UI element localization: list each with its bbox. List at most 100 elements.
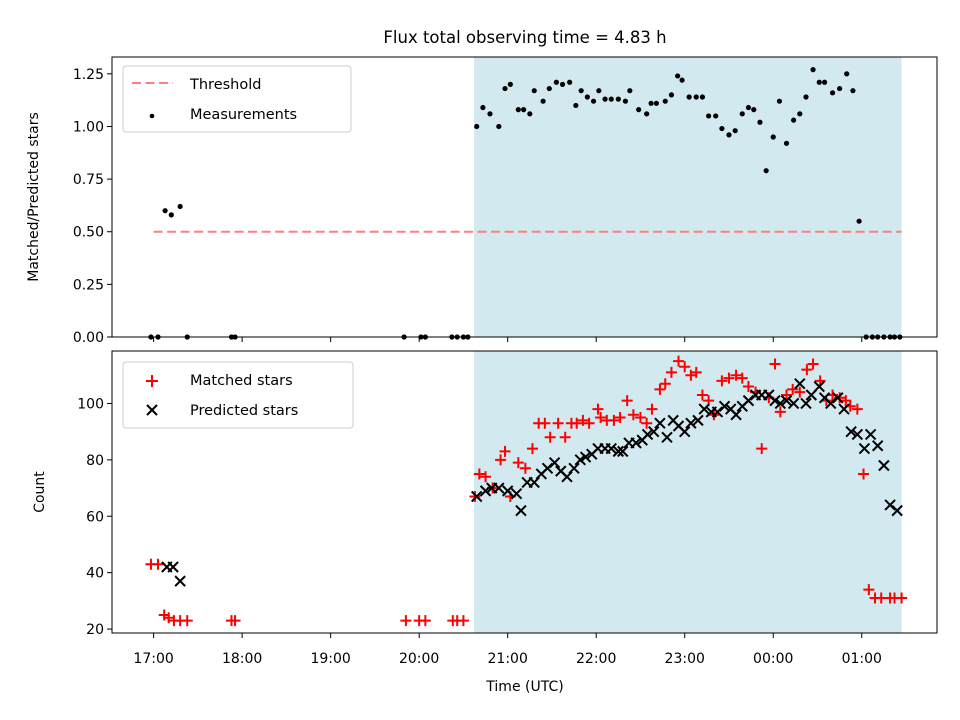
predicted-star-point <box>851 428 864 441</box>
measurement-point <box>627 88 633 94</box>
predicted-star-point <box>825 397 837 410</box>
measurement-point <box>856 218 862 224</box>
y-tick-label: 100 <box>77 396 104 412</box>
predicted-star-point <box>858 442 871 455</box>
measurement-point <box>507 81 513 87</box>
measurement-point <box>177 203 183 210</box>
predicted-star-point <box>541 462 554 475</box>
measurement-point <box>636 107 642 113</box>
y-tick-label: 0.50 <box>73 225 104 241</box>
predicted-star-point <box>769 394 781 407</box>
measurement-point <box>679 77 685 83</box>
predicted-star-point <box>548 456 561 469</box>
x-tick-label: 23:00 <box>665 651 705 667</box>
predicted-star-point <box>718 400 731 412</box>
observing-window-shade <box>474 351 902 633</box>
predicted-star-point <box>774 397 787 410</box>
matched-star-point <box>473 468 485 480</box>
measurement-point <box>578 88 584 94</box>
x-tick-label: 22:00 <box>576 651 616 667</box>
predicted-star-point <box>568 462 580 475</box>
x-tick-label: 00:00 <box>753 651 793 667</box>
predicted-star-point <box>617 445 629 458</box>
predicted-star-point <box>884 499 896 511</box>
matched-star-point <box>794 386 806 398</box>
measurement-point <box>739 111 745 117</box>
predicted-star-point <box>612 445 625 458</box>
measurement-point <box>590 98 597 104</box>
predicted-star-point <box>878 459 890 472</box>
predicted-star-point <box>794 378 806 390</box>
y-tick-label: 20 <box>86 622 104 638</box>
matched-star-point <box>679 361 691 373</box>
predicted-star-point <box>891 504 903 517</box>
measurement-point <box>527 111 533 117</box>
measurement-point <box>540 98 546 104</box>
predicted-star-point <box>493 482 505 494</box>
measurement-point <box>776 98 783 104</box>
predicted-star-point <box>579 451 592 463</box>
y-tick-label: 40 <box>86 566 104 582</box>
measurement-point <box>546 85 552 92</box>
matched-star-point <box>787 383 799 395</box>
matched-star-point <box>571 417 583 429</box>
legend-matched-swatch <box>146 375 158 387</box>
ratio-y-axis-label: Matched/Predicted stars <box>26 112 42 282</box>
predicted-star-point <box>648 425 660 438</box>
observing-window-shade <box>474 57 902 337</box>
matched-star-point <box>595 412 607 424</box>
y-tick-label: 1.00 <box>73 119 104 135</box>
measurement-point <box>662 98 668 104</box>
measurement-point <box>668 92 675 98</box>
measurement-point <box>675 73 681 79</box>
matched-star-point <box>400 615 412 627</box>
y-tick-label: 0.75 <box>73 172 104 188</box>
predicted-star-point <box>832 392 844 404</box>
matched-star-point <box>781 389 793 401</box>
predicted-star-point <box>711 406 724 418</box>
predicted-star-point <box>845 425 857 438</box>
measurement-point <box>648 100 654 106</box>
predicted-star-point <box>780 394 793 407</box>
measurement-point <box>496 123 502 130</box>
ratio-panel: 0.00 0.25 0.50 0.75 1.00 1.25 Matched/Predict… <box>26 56 938 346</box>
matched-star-point <box>769 358 781 370</box>
matched-star-point <box>863 584 875 596</box>
legend-predicted-swatch <box>146 404 158 416</box>
matched-star-point <box>592 403 604 415</box>
matched-star-point <box>627 409 639 421</box>
measurement-point <box>480 104 486 111</box>
measurement-point <box>844 71 850 77</box>
legend-measurements-swatch <box>149 113 155 119</box>
measurement-point <box>751 107 757 113</box>
legend-threshold-label: Threshold <box>189 77 261 93</box>
measurement-point <box>829 90 836 96</box>
count-legend: Matched stars Predicted stars <box>122 361 354 429</box>
matched-star-point <box>614 412 626 424</box>
matched-star-point <box>457 615 469 627</box>
matched-star-point <box>665 366 677 378</box>
chart-title: Flux total observing time = 4.83 h <box>383 28 666 47</box>
measurement-point <box>567 79 573 85</box>
matched-star-point <box>840 395 852 407</box>
matched-star-point <box>229 615 241 627</box>
x-tick-label: 21:00 <box>488 651 528 667</box>
measurement-point <box>531 88 537 94</box>
predicted-star-point <box>730 409 742 421</box>
matched-star-point <box>469 491 481 503</box>
predicted-star-point <box>800 397 812 410</box>
predicted-star-point <box>679 425 691 438</box>
predicted-star-point <box>787 397 800 410</box>
measurement-point <box>810 67 816 73</box>
predicted-star-point <box>661 431 673 443</box>
matched-star-point <box>583 417 595 429</box>
ratio-legend: Threshold Measurements <box>122 65 352 133</box>
measurement-point <box>713 113 719 119</box>
measurement-point <box>474 123 480 130</box>
predicted-star-point <box>813 380 825 393</box>
matched-star-point <box>851 403 863 415</box>
matched-star-point <box>654 383 666 395</box>
matched-star-point <box>646 403 658 415</box>
matched-star-point <box>716 375 728 387</box>
